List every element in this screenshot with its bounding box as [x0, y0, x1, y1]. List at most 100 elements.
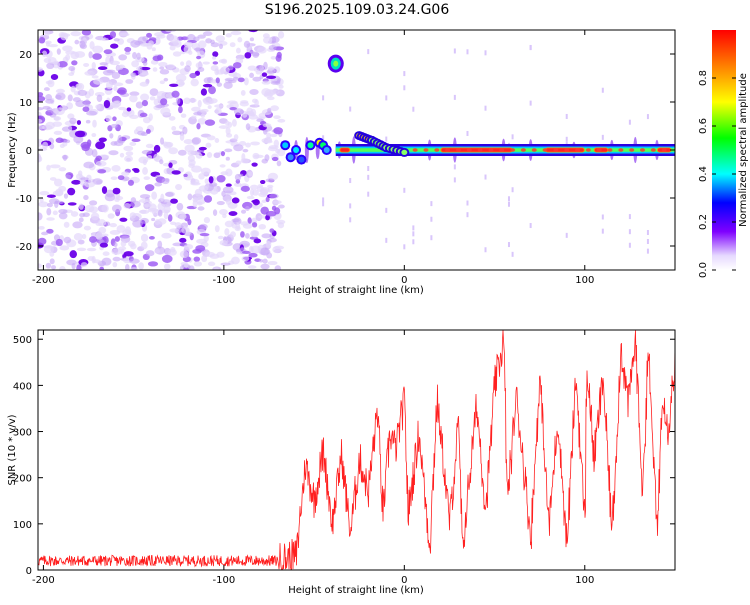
heatmap-noise-cell — [170, 198, 178, 204]
heatmap-noise-cell — [38, 106, 44, 111]
heatmap-noise-cell — [44, 30, 50, 37]
heatmap-noise-cell — [148, 113, 153, 121]
heatmap-noise-cell — [70, 211, 79, 217]
heatmap-noise-cell — [242, 148, 249, 153]
heatmap-tone-bead — [596, 148, 602, 152]
heatmap-noise-cell — [263, 36, 273, 44]
heatmap-noise-cell — [265, 240, 272, 249]
heatmap-noise-cell — [261, 72, 268, 77]
heatmap-burst-core — [333, 60, 339, 67]
heatmap-noise-cell — [252, 205, 261, 210]
heatmap-noise-cell — [245, 142, 251, 148]
colorbar-tick-label: 0.2 — [698, 214, 709, 230]
heatmap-faint-dash — [322, 201, 325, 207]
heatmap-noise-cell — [131, 60, 140, 68]
heatmap-noise-cell — [110, 176, 118, 180]
heatmap-tone-bead — [629, 148, 635, 152]
heatmap-noise-cell — [56, 48, 61, 55]
heatmap-noise-cell — [258, 202, 263, 208]
heatmap-noise-cell — [233, 134, 239, 140]
heatmap-faint-dash — [385, 95, 388, 101]
heatmap-noise-cell — [84, 181, 96, 188]
heatmap-noise-cell — [203, 77, 212, 84]
heatmap-noise-cell — [200, 108, 209, 113]
heatmap-noise-cell — [256, 65, 263, 69]
heatmap-noise-cell — [138, 65, 143, 74]
heatmap-noise-cell — [41, 50, 48, 57]
heatmap-noise-cell — [249, 72, 255, 78]
heatmap-faint-dash — [322, 197, 325, 203]
heatmap-noise-cell — [109, 222, 118, 228]
heatmap-noise-cell — [116, 89, 126, 94]
heatmap-faint-dash — [484, 174, 487, 180]
heatmap-noise-cell — [258, 215, 268, 219]
heatmap-noise-cell — [181, 226, 190, 234]
heatmap-noise-cell — [205, 251, 215, 257]
heatmap-noise-cell — [193, 47, 205, 52]
heatmap-noise-cell — [225, 183, 232, 188]
heatmap-noise-cell — [198, 146, 207, 151]
heatmap-noise-cell — [139, 81, 149, 87]
heatmap-noise-cell — [231, 119, 237, 127]
heatmap-noise-cell — [74, 130, 86, 138]
heatmap-noise-cell — [240, 89, 246, 96]
heatmap-noise-cell — [231, 256, 240, 265]
heatmap-noise-cell — [140, 233, 149, 242]
heatmap-noise-cell — [214, 267, 220, 270]
heatmap-noise-cell — [181, 36, 189, 41]
heatmap-noise-cell — [116, 65, 124, 70]
heatmap-tone-bead — [423, 148, 429, 152]
heatmap-noise-cell — [142, 167, 148, 175]
heatmap-tone-bead — [531, 148, 537, 152]
heatmap-faint-dash — [507, 242, 510, 248]
heatmap-noise-cell — [260, 179, 266, 185]
heatmap-noise-cell — [124, 51, 131, 55]
heatmap-noise-cell — [75, 83, 83, 90]
heatmap-faint-dash — [646, 238, 649, 244]
heatmap-tone-bead — [477, 148, 483, 152]
heatmap-noise-cell — [165, 191, 174, 197]
heatmap-noise-cell — [41, 124, 53, 131]
heatmap-noise-cell — [127, 179, 134, 186]
heatmap-noise-cell — [199, 223, 208, 230]
heatmap-noise-cell — [157, 240, 163, 249]
heatmap-noise-cell — [84, 204, 95, 213]
heatmap-noise-cell — [187, 193, 193, 201]
heatmap-faint-dash — [453, 48, 456, 54]
heatmap-noise-cell — [91, 75, 99, 79]
heatmap-noise-cell — [240, 231, 245, 238]
heatmap-faint-dash — [601, 214, 604, 220]
heatmap-noise-cell — [212, 61, 219, 65]
heatmap-noise-cell — [249, 37, 255, 42]
heatmap-noise-cell — [163, 263, 171, 270]
heatmap-noise-cell — [277, 31, 285, 39]
heatmap-noise-cell — [49, 177, 57, 181]
heatmap-cluster-core — [282, 142, 289, 149]
heatmap-noise-cell — [91, 61, 96, 70]
heatmap-noise-cell — [161, 254, 173, 263]
heatmap-faint-dash — [646, 248, 649, 254]
heatmap-noise-cell — [251, 230, 259, 238]
heatmap-noise-cell — [220, 151, 226, 157]
heatmap-faint-dash — [601, 134, 604, 140]
heatmap-noise-cell — [250, 141, 260, 146]
heatmap-faint-dash — [511, 187, 514, 193]
heatmap-faint-dash — [412, 225, 415, 231]
heatmap-noise-cell — [258, 223, 267, 230]
heatmap-noise-cell — [175, 97, 181, 105]
heatmap-noise-cell — [182, 126, 188, 135]
heatmap-noise-cell — [157, 218, 167, 225]
heatmap-faint-dash — [453, 177, 456, 183]
heatmap-noise-cell — [218, 125, 229, 129]
heatmap-noise-cell — [247, 265, 257, 269]
heatmap-noise-cell — [84, 70, 96, 76]
heatmap-noise-cell — [135, 101, 144, 109]
heatmap-noise-cell — [111, 248, 122, 255]
heatmap-noise-cell — [242, 250, 252, 255]
heatmap-noise-cell — [165, 141, 174, 148]
heatmap-noise-cell — [261, 80, 271, 85]
heatmap-y-tick-label: 10 — [19, 98, 32, 109]
heatmap-tone-bead — [434, 148, 440, 152]
heatmap-noise-cell — [97, 66, 108, 71]
heatmap-noise-cell — [219, 208, 228, 216]
